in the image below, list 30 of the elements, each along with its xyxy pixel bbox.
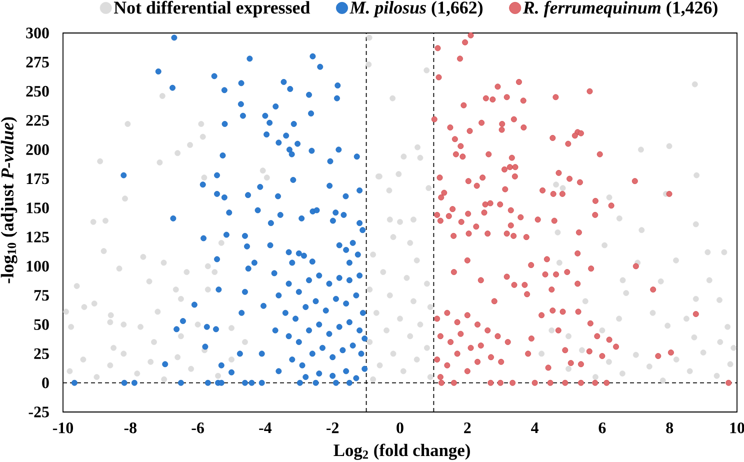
legend-label: Not differential expressed (114, 0, 310, 18)
x-tick-label: -2 (326, 422, 339, 434)
x-tick-label: -6 (192, 422, 204, 434)
x-axis-title: Log$_{2}$ (fold change) (334, 444, 470, 460)
x-tick-label: 2 (464, 422, 471, 434)
y-axis-title: -log$_{10}$ (adjust P-value) (0, 117, 18, 284)
x-tick-label: 4 (531, 422, 538, 434)
y-tick-label: 225 (26, 115, 49, 126)
y-tick-label: 125 (26, 232, 49, 242)
x-tick-label: 6 (598, 422, 606, 434)
y-tick-label: 300 (26, 28, 49, 38)
x-tick-label: 8 (666, 422, 674, 434)
x-tick-label: 10 (730, 422, 744, 434)
x-tick-label: -4 (259, 422, 272, 434)
legend-label: R. ferrumequinum (1,426) (522, 0, 718, 18)
x-tick-label: -10 (52, 422, 74, 434)
y-tick-label: 150 (26, 202, 49, 214)
y-tick-label: 175 (26, 173, 49, 184)
y-tick-label: 275 (26, 56, 49, 68)
y-tick-label: 250 (26, 86, 49, 97)
x-tick-label: -8 (124, 422, 137, 434)
y-tick-label: -25 (28, 406, 49, 418)
y-tick-label: 75 (34, 290, 49, 301)
y-tick-label: 200 (26, 144, 49, 155)
y-tick-label: 25 (34, 348, 49, 360)
x-tick-label: 0 (396, 422, 404, 434)
y-tick-label: 100 (26, 260, 49, 272)
y-tick-label: 50 (34, 319, 49, 330)
y-tick-label: 0 (42, 377, 49, 388)
legend-label: M. pilosus (1,662) (350, 1, 483, 18)
